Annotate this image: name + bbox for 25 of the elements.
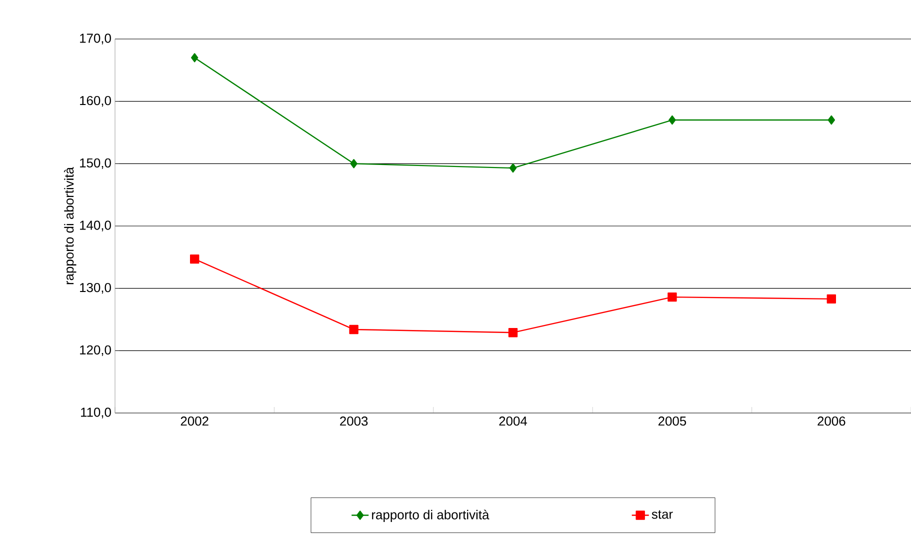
- point: [826, 294, 836, 304]
- point: [349, 324, 358, 334]
- x-tick-label: 2005: [658, 416, 686, 426]
- point: [668, 292, 677, 302]
- point: [828, 115, 836, 125]
- y-tick-label: 140,0: [80, 220, 111, 232]
- point: [191, 53, 198, 62]
- x-tick-label: 2004: [499, 416, 528, 426]
- x-tick-label: 2006: [818, 416, 846, 426]
- legend-label: rapporto di abortività: [372, 510, 490, 522]
- y-tick-label: 130,0: [80, 282, 111, 294]
- point: [350, 159, 358, 168]
- y-tick-label: 110,0: [81, 408, 111, 418]
- legend-label: star: [652, 510, 673, 519]
- point: [190, 254, 200, 264]
- x-tick-label: 2002: [180, 416, 208, 426]
- point: [668, 115, 676, 125]
- x-tick-label: 2003: [340, 416, 368, 426]
- point: [508, 328, 518, 338]
- y-axis-title: rapporto di abortività: [64, 166, 76, 284]
- y-tick-label: 170,0: [80, 34, 111, 44]
- y-tick-label: 160,0: [80, 96, 111, 107]
- point: [509, 163, 517, 173]
- y-tick-label: 150,0: [80, 158, 111, 170]
- y-tick-label: 120,0: [80, 345, 111, 356]
